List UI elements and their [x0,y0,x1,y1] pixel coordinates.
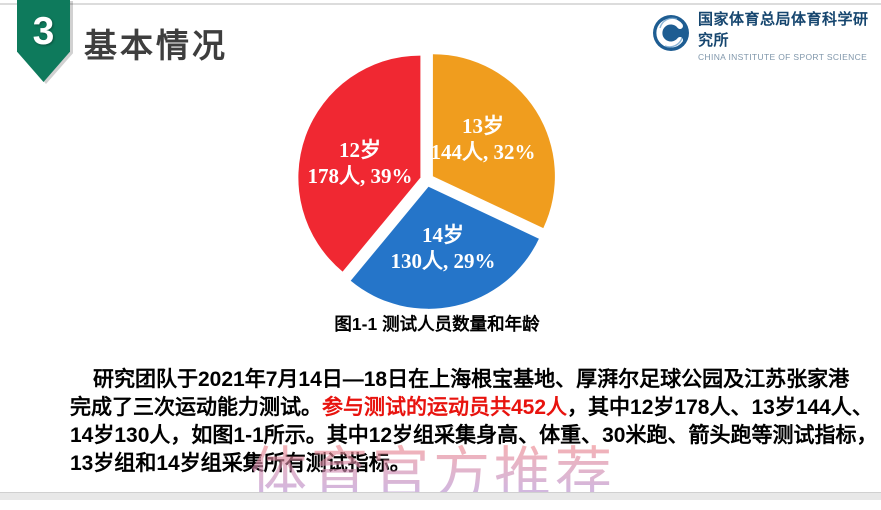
pie-label-14-value: 130人, 29% [390,249,496,273]
top-divider-line [0,3,881,5]
pie-label-13-value: 144人, 32% [430,140,536,164]
bottom-strip [0,492,881,500]
pie-chart: 13岁 144人, 32% 12岁 178人, 39% 14岁 130人, 29… [287,40,567,320]
section-ribbon: 3 [17,0,70,82]
pie-label-12-age: 12岁 [339,138,381,162]
paragraph-text: 研究团队于2021年7月14日—18日在上海根宝基地、厚湃尔足球公园及江苏张家港 [93,368,850,391]
chart-caption: 图1-1 测试人员数量和年龄 [334,314,540,334]
institute-name-en: CHINA INSTITUTE OF SPORT SCIENCE [698,52,868,62]
pie-label-14-age: 14岁 [422,223,464,247]
pie-label-13-age: 13岁 [462,114,504,138]
paragraph-text: 14岁130人，如图1-1所示。其中12岁组采集身高、体重、30米跑、箭头跑等测… [70,424,877,447]
pie-slice-14 [350,186,539,309]
institute-logo: 国家体育总局体育科学研究所 CHINA INSTITUTE OF SPORT S… [652,8,881,62]
paragraph-line-3: 14岁130人，如图1-1所示。其中12岁组采集身高、体重、30米跑、箭头跑等测… [70,422,877,450]
paragraph-text: 完成了三次运动能力测试。 [70,396,322,419]
paragraph-line-4: 13岁组和14岁组采集所有测试指标。 [70,450,862,478]
paragraph-text: ，其中12岁178人、13岁144人、 [567,396,873,419]
institute-name-cn: 国家体育总局体育科学研究所 [698,11,869,49]
institute-name: 国家体育总局体育科学研究所 CHINA INSTITUTE OF SPORT S… [698,8,881,62]
pie-label-12: 12岁 178人, 39% [308,137,413,189]
paragraph-text: 13岁组和14岁组采集所有测试指标。 [70,452,411,475]
body-paragraph: 研究团队于2021年7月14日—18日在上海根宝基地、厚湃尔足球公园及江苏张家港… [70,366,877,478]
pie-label-13: 13岁 144人, 32% [431,113,536,165]
paragraph-line-1: 研究团队于2021年7月14日—18日在上海根宝基地、厚湃尔足球公园及江苏张家港 [70,366,862,394]
institute-emblem-icon [652,14,690,57]
paragraph-line-2: 完成了三次运动能力测试。参与测试的运动员共452人，其中12岁178人、13岁1… [70,394,873,422]
pie-label-12-value: 178人, 39% [307,164,413,188]
pie-slice-12 [298,55,421,272]
pie-label-14: 14岁 130人, 29% [391,222,496,274]
pie-slice-13 [432,54,555,229]
section-number: 3 [32,10,55,53]
pie-chart-svg [298,54,555,309]
page-title: 基本情况 [84,29,228,65]
highlighted-text: 参与测试的运动员共452人 [322,396,568,419]
